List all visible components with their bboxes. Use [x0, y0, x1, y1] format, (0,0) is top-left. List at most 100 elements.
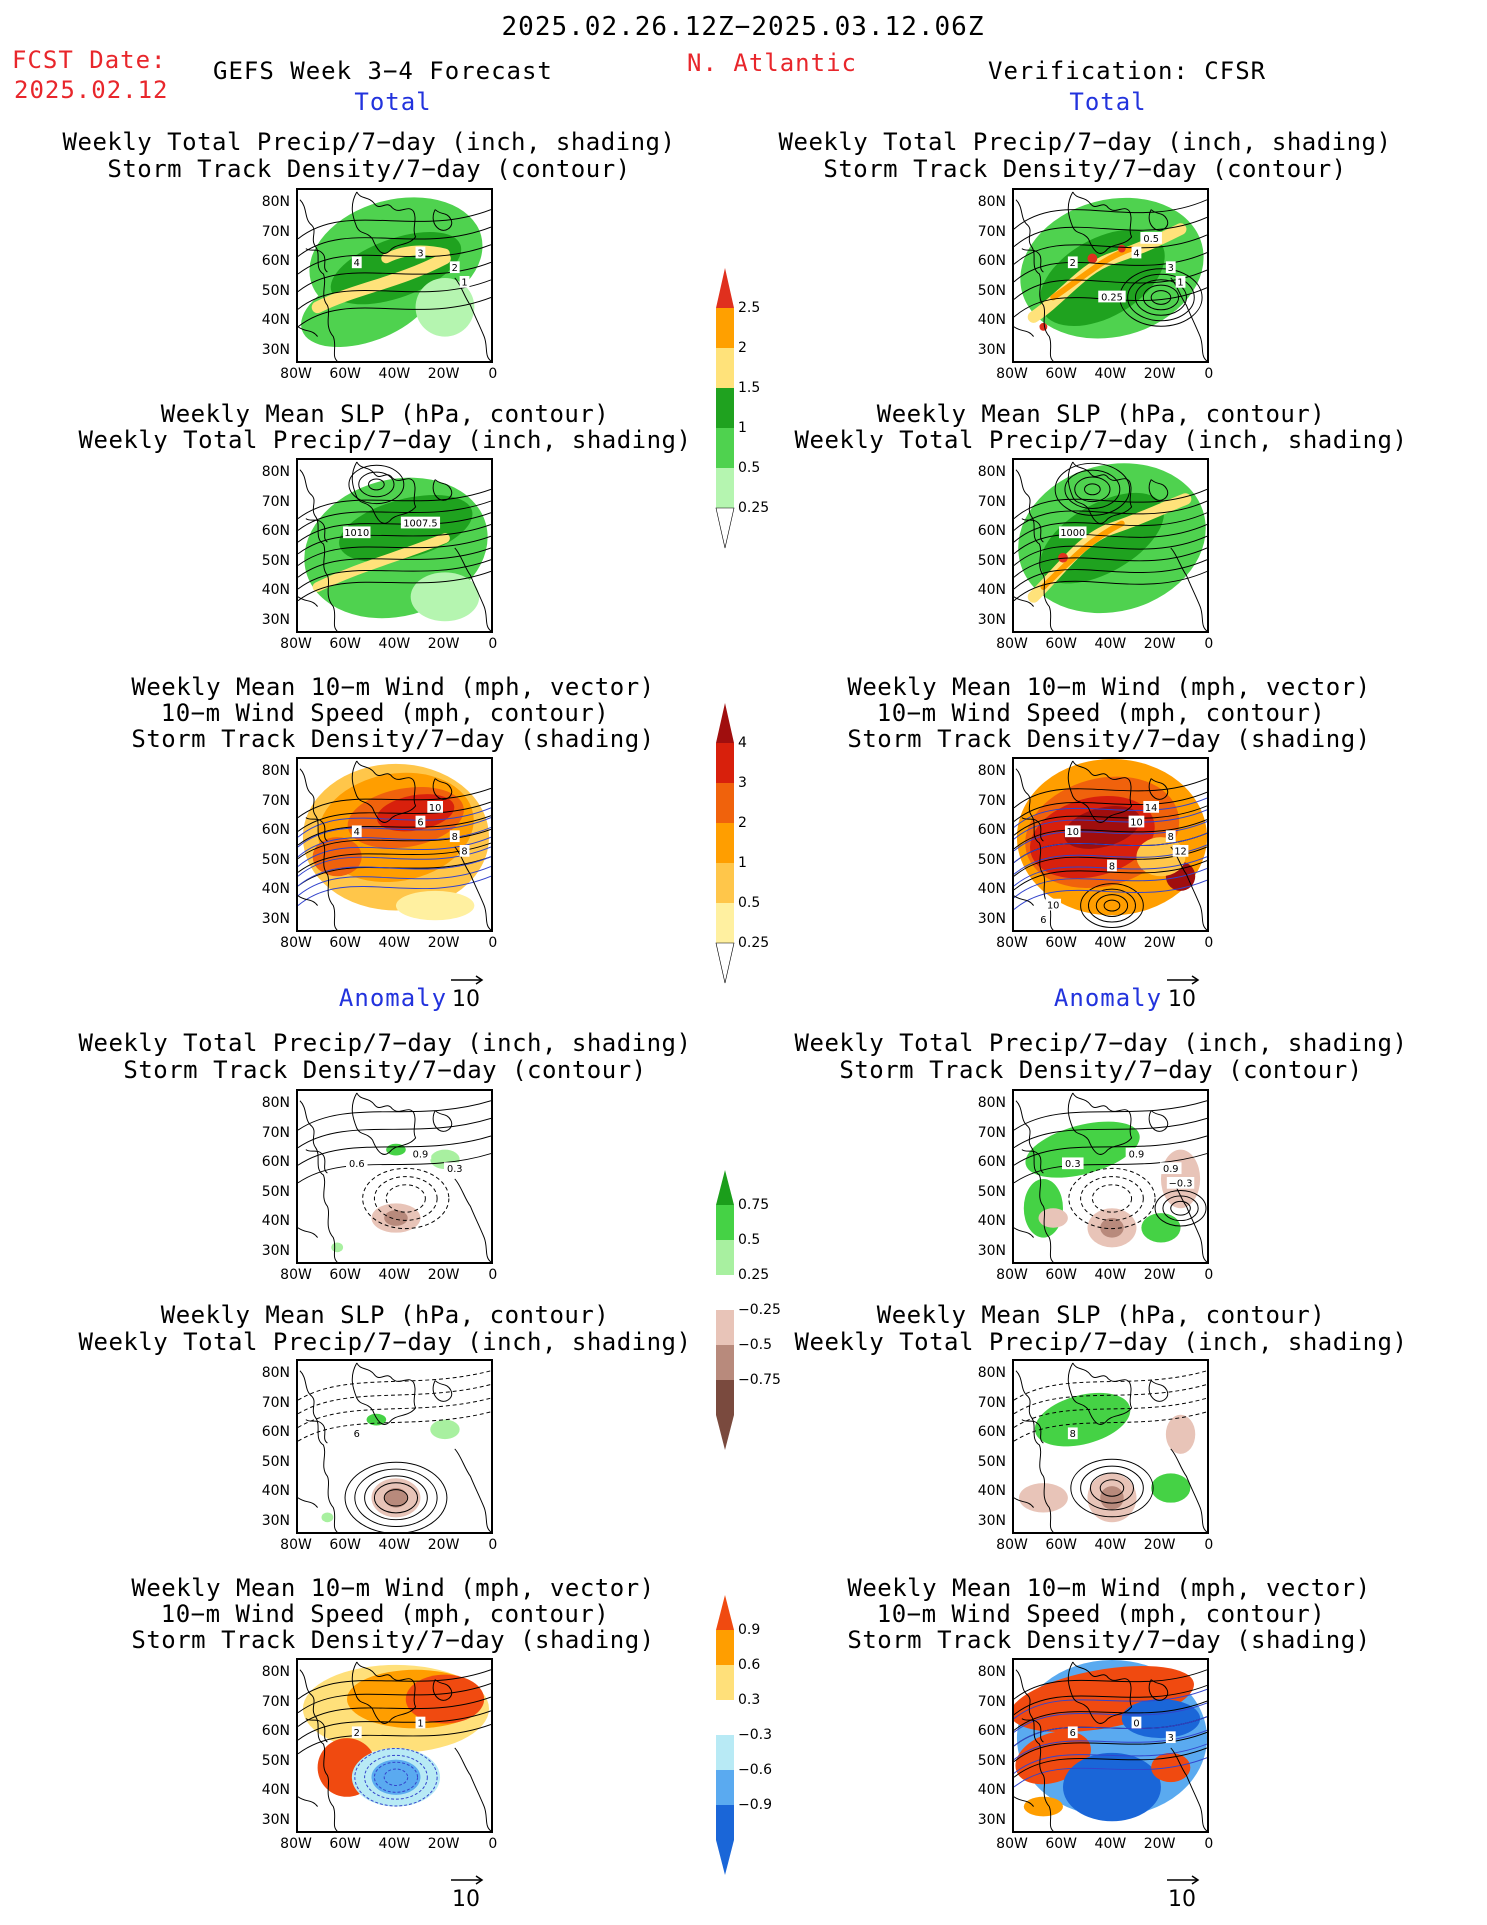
- vector-ref-arrow-icon: [1167, 975, 1200, 985]
- colorbar-track_total-swatches: [715, 703, 735, 984]
- title-r4-right-2: Storm Track Density/7−day (contour): [839, 1056, 1363, 1084]
- lon-label: 40W: [378, 1267, 411, 1283]
- lon-label: 60W: [329, 935, 362, 951]
- lat-label: 80N: [977, 1664, 1006, 1680]
- title-r3-left-3: Storm Track Density/7−day (shading): [131, 725, 655, 753]
- colorbar-label: 2: [738, 815, 747, 831]
- lon-label: 0: [1204, 1836, 1214, 1852]
- lon-label: 0: [488, 935, 498, 951]
- colorbar-label: 1: [738, 420, 747, 436]
- colorbar-label: −0.75: [738, 1372, 781, 1388]
- title-r2-left-2: Weekly Total Precip/7−day (inch, shading…: [78, 426, 692, 454]
- lon-label: 40W: [378, 1537, 411, 1553]
- lat-label: 60N: [977, 523, 1006, 539]
- title-r3-right-1: Weekly Mean 10−m Wind (mph, vector): [847, 673, 1371, 701]
- lat-label: 30N: [977, 1242, 1006, 1259]
- svg-text:1007.5: 1007.5: [403, 518, 437, 529]
- svg-text:2: 2: [354, 1728, 360, 1739]
- svg-text:10: 10: [1067, 827, 1079, 838]
- title-r1-right-2: Storm Track Density/7−day (contour): [823, 155, 1347, 183]
- lon-label: 0: [1204, 1537, 1214, 1553]
- lon-label: 0: [488, 636, 498, 652]
- svg-text:0: 0: [1133, 1718, 1139, 1729]
- lon-label: 40W: [1094, 1267, 1127, 1283]
- lat-label: 60N: [977, 1424, 1006, 1440]
- lon-label: 0: [1204, 1267, 1214, 1283]
- title-r3-right-3: Storm Track Density/7−day (shading): [847, 725, 1371, 753]
- lat-label: 80N: [977, 1095, 1006, 1111]
- lat-label: 80N: [261, 763, 290, 779]
- lat-label: 70N: [977, 223, 1006, 240]
- svg-text:0.5: 0.5: [1143, 234, 1159, 245]
- colorbar-label: 0.9: [738, 1622, 761, 1638]
- svg-text:1: 1: [417, 1718, 423, 1729]
- colorbar-label: 0.6: [738, 1657, 761, 1673]
- colorbar-label: 0.75: [738, 1197, 770, 1213]
- vector-ref-r6-right: 10: [1166, 1866, 1200, 1912]
- map-r4-left: 0.6 0.9 0.3: [298, 1092, 491, 1262]
- svg-text:10: 10: [1047, 901, 1059, 912]
- lat-label: 80N: [261, 464, 290, 480]
- svg-text:12: 12: [1174, 847, 1186, 858]
- lat-label: 60N: [261, 253, 290, 269]
- vector-ref-r3-left: 10: [450, 966, 484, 1012]
- lat-label: 30N: [977, 1811, 1006, 1828]
- lat-label: 60N: [261, 1723, 290, 1739]
- map-panel-r5-right: 8: [1012, 1359, 1209, 1534]
- lat-label: 40N: [977, 1483, 1006, 1499]
- colorbar-label: 0.5: [738, 1232, 761, 1248]
- map-r3-left: 4 6 88 10: [298, 760, 491, 930]
- lat-label: 30N: [261, 910, 290, 927]
- lat-label: 40N: [977, 1782, 1006, 1798]
- svg-text:1010: 1010: [344, 528, 369, 539]
- lon-label: 40W: [1094, 1836, 1127, 1852]
- title-r5-right-1: Weekly Mean SLP (hPa, contour): [876, 1301, 1326, 1329]
- svg-text:1: 1: [461, 278, 467, 289]
- svg-text:8: 8: [1109, 861, 1115, 872]
- lon-label: 20W: [1143, 1267, 1176, 1283]
- title-r6-left-3: Storm Track Density/7−day (shading): [131, 1626, 655, 1654]
- title-r2-right-1: Weekly Mean SLP (hPa, contour): [876, 400, 1326, 428]
- lon-label: 80W: [280, 366, 312, 382]
- lon-label: 60W: [1045, 1537, 1078, 1553]
- title-r4-left-2: Storm Track Density/7−day (contour): [123, 1056, 647, 1084]
- svg-text:6: 6: [354, 1429, 360, 1440]
- lon-label: 60W: [1045, 1836, 1078, 1852]
- svg-text:8: 8: [452, 832, 458, 843]
- colorbar-precip_total-swatches: [715, 268, 735, 549]
- svg-text:6: 6: [1070, 1728, 1076, 1739]
- lat-label: 40N: [261, 1213, 290, 1229]
- colorbar-wind_anom-swatches: [716, 1595, 734, 1875]
- lat-label: 50N: [261, 282, 290, 299]
- lon-label: 0: [488, 1267, 498, 1283]
- map-r1-left: 4 3 21: [298, 191, 491, 361]
- colorbar-label: 4: [738, 735, 747, 751]
- lat-label: 30N: [261, 1512, 290, 1529]
- map-panel-r3-right: 10 10 8 12 14 8 10 6: [1012, 757, 1209, 932]
- svg-text:2: 2: [1070, 258, 1076, 269]
- section-total-right: Total: [1069, 88, 1147, 116]
- lat-label: 70N: [261, 223, 290, 240]
- lon-label: 80W: [996, 1537, 1028, 1553]
- lon-label: 60W: [329, 366, 362, 382]
- svg-text:0.9: 0.9: [1129, 1149, 1145, 1160]
- colorbar-precip_total: [714, 268, 736, 556]
- lat-label: 60N: [977, 1154, 1006, 1170]
- colorbar-label: 1: [738, 855, 747, 871]
- lat-label: 80N: [261, 1664, 290, 1680]
- svg-text:10: 10: [429, 803, 441, 814]
- svg-text:1: 1: [1177, 278, 1183, 289]
- lon-label: 80W: [280, 1537, 312, 1553]
- map-panel-r4-right: 0.3 0.9 0.9 −0.3: [1012, 1089, 1209, 1264]
- lat-label: 50N: [261, 1183, 290, 1200]
- map-r5-right: 8: [1014, 1362, 1207, 1532]
- lat-label: 60N: [261, 1424, 290, 1440]
- colorbar-label: 2.5: [738, 300, 761, 316]
- map-r5-left: 6: [298, 1362, 491, 1532]
- lon-label: 20W: [1143, 366, 1176, 382]
- verification-label: Verification: CFSR: [988, 57, 1267, 85]
- lon-label: 60W: [329, 1836, 362, 1852]
- title-r5-left-2: Weekly Total Precip/7−day (inch, shading…: [78, 1328, 692, 1356]
